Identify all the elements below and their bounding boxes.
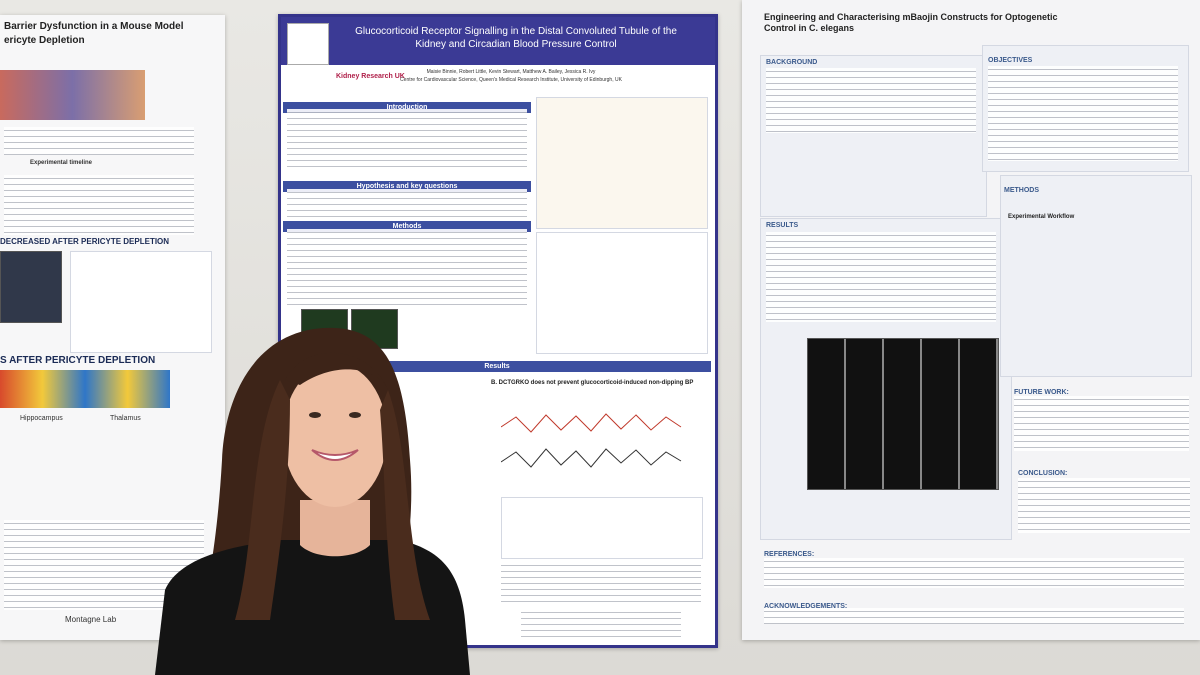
text-block — [1018, 478, 1190, 533]
figure — [536, 232, 708, 354]
label: Hippocampus — [20, 415, 63, 422]
text-block — [287, 109, 527, 169]
section-heading: RESULTS — [766, 222, 799, 229]
eye — [349, 412, 361, 418]
section-heading: FUTURE WORK: — [1014, 389, 1069, 396]
section-heading: METHODS — [1004, 187, 1039, 194]
result-heading: B. DCTGRKO does not prevent glucocortico… — [491, 380, 694, 386]
text-block — [4, 175, 194, 235]
section-heading: Hypothesis and key questions — [283, 181, 531, 192]
section-heading: CONCLUSION: — [1018, 470, 1068, 477]
fringe — [285, 352, 388, 390]
hair-strand — [235, 380, 290, 620]
trace — [501, 413, 682, 433]
person — [155, 327, 470, 675]
image-grid — [807, 338, 999, 490]
right-poster: Engineering and Characterising mBaojin C… — [742, 0, 1200, 640]
poster-title: Barrier Dysfunction in a Mouse Model — [4, 21, 184, 32]
bp-chart — [501, 413, 682, 468]
panel — [1000, 175, 1192, 377]
figure — [0, 370, 170, 408]
text-block — [988, 66, 1178, 161]
text-block — [287, 189, 527, 217]
sponsor: Kidney Research UK — [336, 73, 405, 80]
smile — [311, 449, 359, 461]
section-heading: Methods — [283, 221, 531, 232]
poster-title: Glucocorticoid Receptor Signalling in th… — [355, 26, 677, 50]
text-block — [764, 558, 1184, 588]
text-block — [4, 127, 194, 155]
title-band — [281, 17, 715, 65]
text-block — [764, 608, 1184, 624]
section-heading: BACKGROUND — [766, 59, 818, 66]
figure — [0, 251, 62, 323]
text-block — [521, 609, 681, 639]
neck — [300, 500, 370, 557]
figure — [501, 497, 703, 559]
lab-name: Montagne Lab — [65, 615, 117, 624]
text-block — [287, 229, 527, 309]
trace — [501, 448, 682, 468]
logo — [287, 23, 329, 65]
face — [283, 363, 387, 507]
figure — [536, 97, 708, 229]
hair-strand — [380, 390, 430, 620]
authors: Maisie Binnie, Robert Little, Kevin Stew… — [426, 69, 596, 75]
section-heading: OBJECTIVES — [988, 57, 1033, 64]
eye — [309, 412, 321, 418]
label: Experimental timeline — [30, 160, 93, 166]
section-heading: ACKNOWLEDGEMENTS: — [764, 603, 848, 610]
heading: DECREASED AFTER PERICYTE DEPLETION — [0, 237, 170, 246]
label: Experimental Workflow — [1008, 214, 1075, 220]
section-heading: Introduction — [283, 102, 531, 113]
figure — [70, 251, 212, 353]
section-heading: Results — [283, 361, 711, 372]
section-heading: REFERENCES: — [764, 551, 815, 558]
heading: S AFTER PERICYTE DEPLETION — [0, 355, 156, 366]
poster-title: ericyte Depletion — [4, 35, 85, 46]
text-block — [1014, 396, 1189, 451]
poster-title: Engineering and Characterising mBaojin C… — [764, 12, 1058, 33]
figure — [0, 70, 145, 120]
text-block — [766, 68, 976, 133]
text-block — [766, 232, 996, 322]
affiliation: Centre for Cardiovascular Science, Queen… — [400, 77, 622, 83]
text-block — [501, 562, 701, 602]
label: Thalamus — [110, 415, 141, 422]
